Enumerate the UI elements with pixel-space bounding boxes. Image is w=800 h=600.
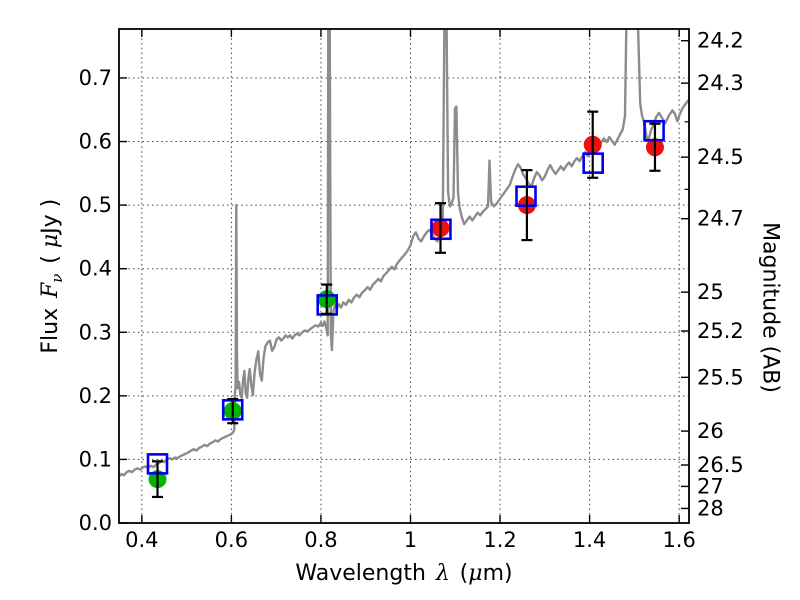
y-tick-label-flux: 0.2 bbox=[79, 384, 112, 408]
flux-unit-open: ( bbox=[37, 248, 63, 264]
x-tick-label: 1 bbox=[404, 528, 417, 552]
y-tick-label-magnitude: 26.5 bbox=[697, 453, 744, 477]
flux-unit-mu: μ bbox=[37, 233, 63, 249]
y-tick-label-flux: 0.4 bbox=[79, 257, 112, 281]
y-tick-label-flux: 0.6 bbox=[79, 130, 112, 154]
wavelength-label-text: Wavelength bbox=[295, 561, 426, 586]
flux-symbol: F bbox=[37, 282, 63, 299]
y-axis-label-left: Flux Fν ( μJy ) bbox=[38, 76, 66, 476]
y-tick-label-magnitude: 25 bbox=[697, 280, 724, 304]
flux-symbol-subscript: ν bbox=[48, 273, 67, 283]
y-tick-label-magnitude: 24.7 bbox=[697, 207, 744, 231]
x-tick-label: 1.6 bbox=[662, 528, 695, 552]
y-tick-label-flux: 0.5 bbox=[79, 193, 112, 217]
y-tick-label-magnitude: 24.3 bbox=[697, 71, 744, 95]
y-tick-label-magnitude: 27 bbox=[697, 474, 724, 498]
x-tick-label: 1.2 bbox=[483, 528, 516, 552]
y-axis-label-right: Magnitude (AB) bbox=[758, 108, 783, 508]
x-tick-label: 0.6 bbox=[215, 528, 248, 552]
y-tick-label-flux: 0.1 bbox=[79, 447, 112, 471]
model-spectrum-line bbox=[119, 29, 689, 477]
magnitude-label-text: Magnitude (AB) bbox=[757, 222, 783, 393]
y-tick-label-magnitude: 25.2 bbox=[697, 319, 744, 343]
flux-label-text: Flux bbox=[37, 307, 63, 354]
wavelength-unit-mu: μ bbox=[468, 561, 483, 586]
x-tick-label: 0.4 bbox=[125, 528, 158, 552]
wavelength-unit-close: m) bbox=[482, 561, 513, 586]
x-axis-label: Wavelength λ (μm) bbox=[204, 561, 604, 586]
plot-frame bbox=[118, 28, 690, 524]
y-tick-label-magnitude: 28 bbox=[697, 496, 724, 520]
y-tick-label-magnitude: 26 bbox=[697, 419, 724, 443]
x-tick-label: 1.4 bbox=[573, 528, 606, 552]
y-tick-label-magnitude: 24.2 bbox=[697, 29, 744, 53]
y-tick-label-magnitude: 25.5 bbox=[697, 365, 744, 389]
flux-unit-close: Jy ) bbox=[37, 198, 63, 234]
wavelength-symbol: λ bbox=[435, 561, 450, 586]
y-tick-label-flux: 0.3 bbox=[79, 320, 112, 344]
y-tick-label-magnitude: 24.5 bbox=[697, 145, 744, 169]
wavelength-unit-open: ( bbox=[459, 561, 469, 586]
y-tick-label-flux: 0.7 bbox=[79, 66, 112, 90]
x-tick-label: 0.8 bbox=[304, 528, 337, 552]
y-tick-label-flux: 0.0 bbox=[79, 511, 112, 535]
